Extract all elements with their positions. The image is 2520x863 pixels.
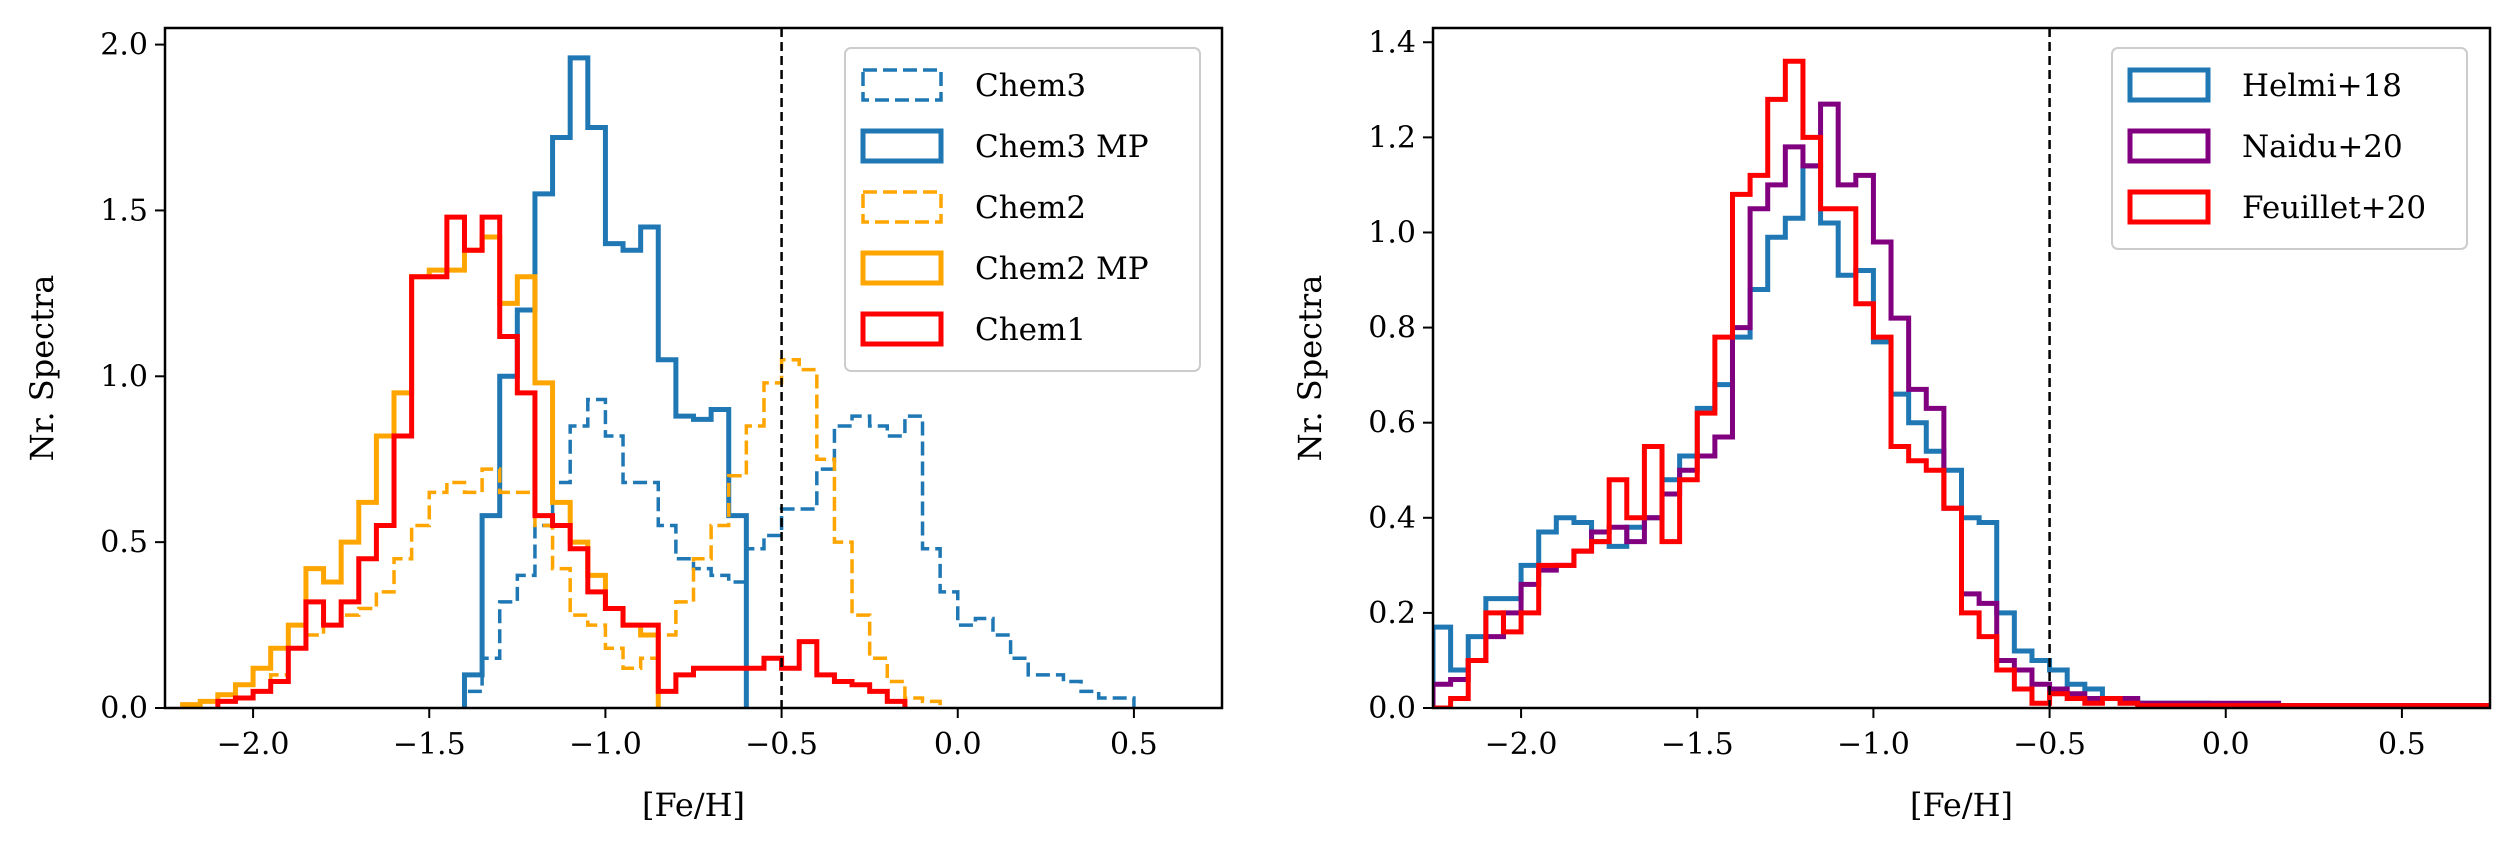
right-y-tick-label: 0.8 bbox=[1368, 311, 1416, 346]
left-y-tick-label: 1.0 bbox=[100, 359, 148, 394]
left-x-tick-label: −1.5 bbox=[393, 727, 466, 762]
left-histogram-panel: −2.0 −1.5 −1.0 −0.5 0.0 0.5 0.0 0.5 1.0 1.5 2.0 [F… bbox=[23, 26, 1224, 824]
right-y-tick-label: 0.4 bbox=[1368, 501, 1416, 536]
left-legend-label: Chem2 bbox=[975, 190, 1086, 226]
left-legend-swatch bbox=[860, 250, 944, 286]
left-legend-label: Chem3 bbox=[975, 68, 1086, 104]
right-legend-swatch bbox=[2127, 189, 2211, 225]
right-x-tick-label: 0.5 bbox=[2378, 727, 2426, 762]
left-x-tick-label: 0.5 bbox=[1110, 727, 1158, 762]
right-x-axis-label: [Fe/H] bbox=[1910, 786, 2013, 824]
right-y-tick-label: 1.0 bbox=[1368, 215, 1416, 250]
right-x-tick-label: −1.5 bbox=[1661, 727, 1734, 762]
left-x-tick-label: −1.0 bbox=[569, 727, 642, 762]
left-x-tick-label: −2.0 bbox=[217, 727, 290, 762]
right-y-axis-label: Nr. Spectra bbox=[1291, 275, 1329, 462]
left-series-chem1 bbox=[215, 214, 908, 708]
right-legend-label: Helmi+18 bbox=[2242, 68, 2402, 104]
left-y-axis-label: Nr. Spectra bbox=[23, 275, 61, 462]
left-legend-label: Chem1 bbox=[975, 312, 1086, 348]
right-ticks: −2.0 −1.5 −1.0 −0.5 0.0 0.5 0.0 0.2 0.4 0.6 0.8 1.0… bbox=[1368, 25, 2425, 762]
right-y-tick-label: 0.6 bbox=[1368, 406, 1416, 441]
left-y-tick-label: 1.5 bbox=[100, 193, 148, 228]
left-legend-swatch bbox=[860, 128, 944, 164]
left-y-tick-label: 0.5 bbox=[100, 525, 148, 560]
right-legend: Helmi+18 Naidu+20 Feuillet+20 bbox=[2111, 47, 2468, 250]
left-legend: Chem3 Chem3 MP Chem2 Chem2 MP Chem1 bbox=[844, 47, 1201, 372]
left-series-chem3-mp bbox=[461, 55, 749, 708]
right-y-tick-label: 0.0 bbox=[1368, 691, 1416, 726]
right-legend-label: Naidu+20 bbox=[2242, 129, 2403, 165]
left-y-tick-label: 0.0 bbox=[100, 691, 148, 726]
right-y-tick-label: 1.4 bbox=[1368, 25, 1416, 60]
left-x-tick-label: −0.5 bbox=[745, 727, 818, 762]
left-series-layer bbox=[180, 55, 1136, 708]
left-series-chem3 bbox=[462, 397, 1136, 708]
right-x-tick-label: −2.0 bbox=[1485, 727, 1558, 762]
left-legend-label: Chem3 MP bbox=[975, 129, 1149, 165]
right-axes-frame bbox=[1431, 26, 2492, 710]
left-x-tick-label: 0.0 bbox=[934, 727, 982, 762]
right-series-feuillet-20 bbox=[1433, 58, 2490, 708]
right-x-tick-label: 0.0 bbox=[2202, 727, 2250, 762]
right-x-tick-label: −0.5 bbox=[2013, 727, 2086, 762]
right-histogram-panel: −2.0 −1.5 −1.0 −0.5 0.0 0.5 0.0 0.2 0.4 0.6 0.8 1.0… bbox=[1291, 25, 2492, 824]
right-legend-swatch bbox=[2127, 128, 2211, 164]
left-legend-swatch bbox=[860, 311, 944, 347]
left-x-axis-label: [Fe/H] bbox=[642, 786, 745, 824]
left-legend-swatch bbox=[861, 68, 943, 102]
left-y-tick-label: 2.0 bbox=[100, 28, 148, 63]
right-series-layer bbox=[1433, 58, 2490, 708]
right-legend-swatch bbox=[2127, 67, 2211, 103]
left-legend-swatch bbox=[861, 190, 943, 224]
right-y-tick-label: 0.2 bbox=[1368, 596, 1416, 631]
left-legend-label: Chem2 MP bbox=[975, 251, 1149, 287]
left-ticks: −2.0 −1.5 −1.0 −0.5 0.0 0.5 0.0 0.5 1.0 1.5 2.0 bbox=[100, 28, 1157, 762]
right-legend-label: Feuillet+20 bbox=[2242, 190, 2426, 226]
right-x-tick-label: −1.0 bbox=[1837, 727, 1910, 762]
left-axes-frame bbox=[163, 26, 1224, 710]
right-y-tick-label: 1.2 bbox=[1368, 120, 1416, 155]
